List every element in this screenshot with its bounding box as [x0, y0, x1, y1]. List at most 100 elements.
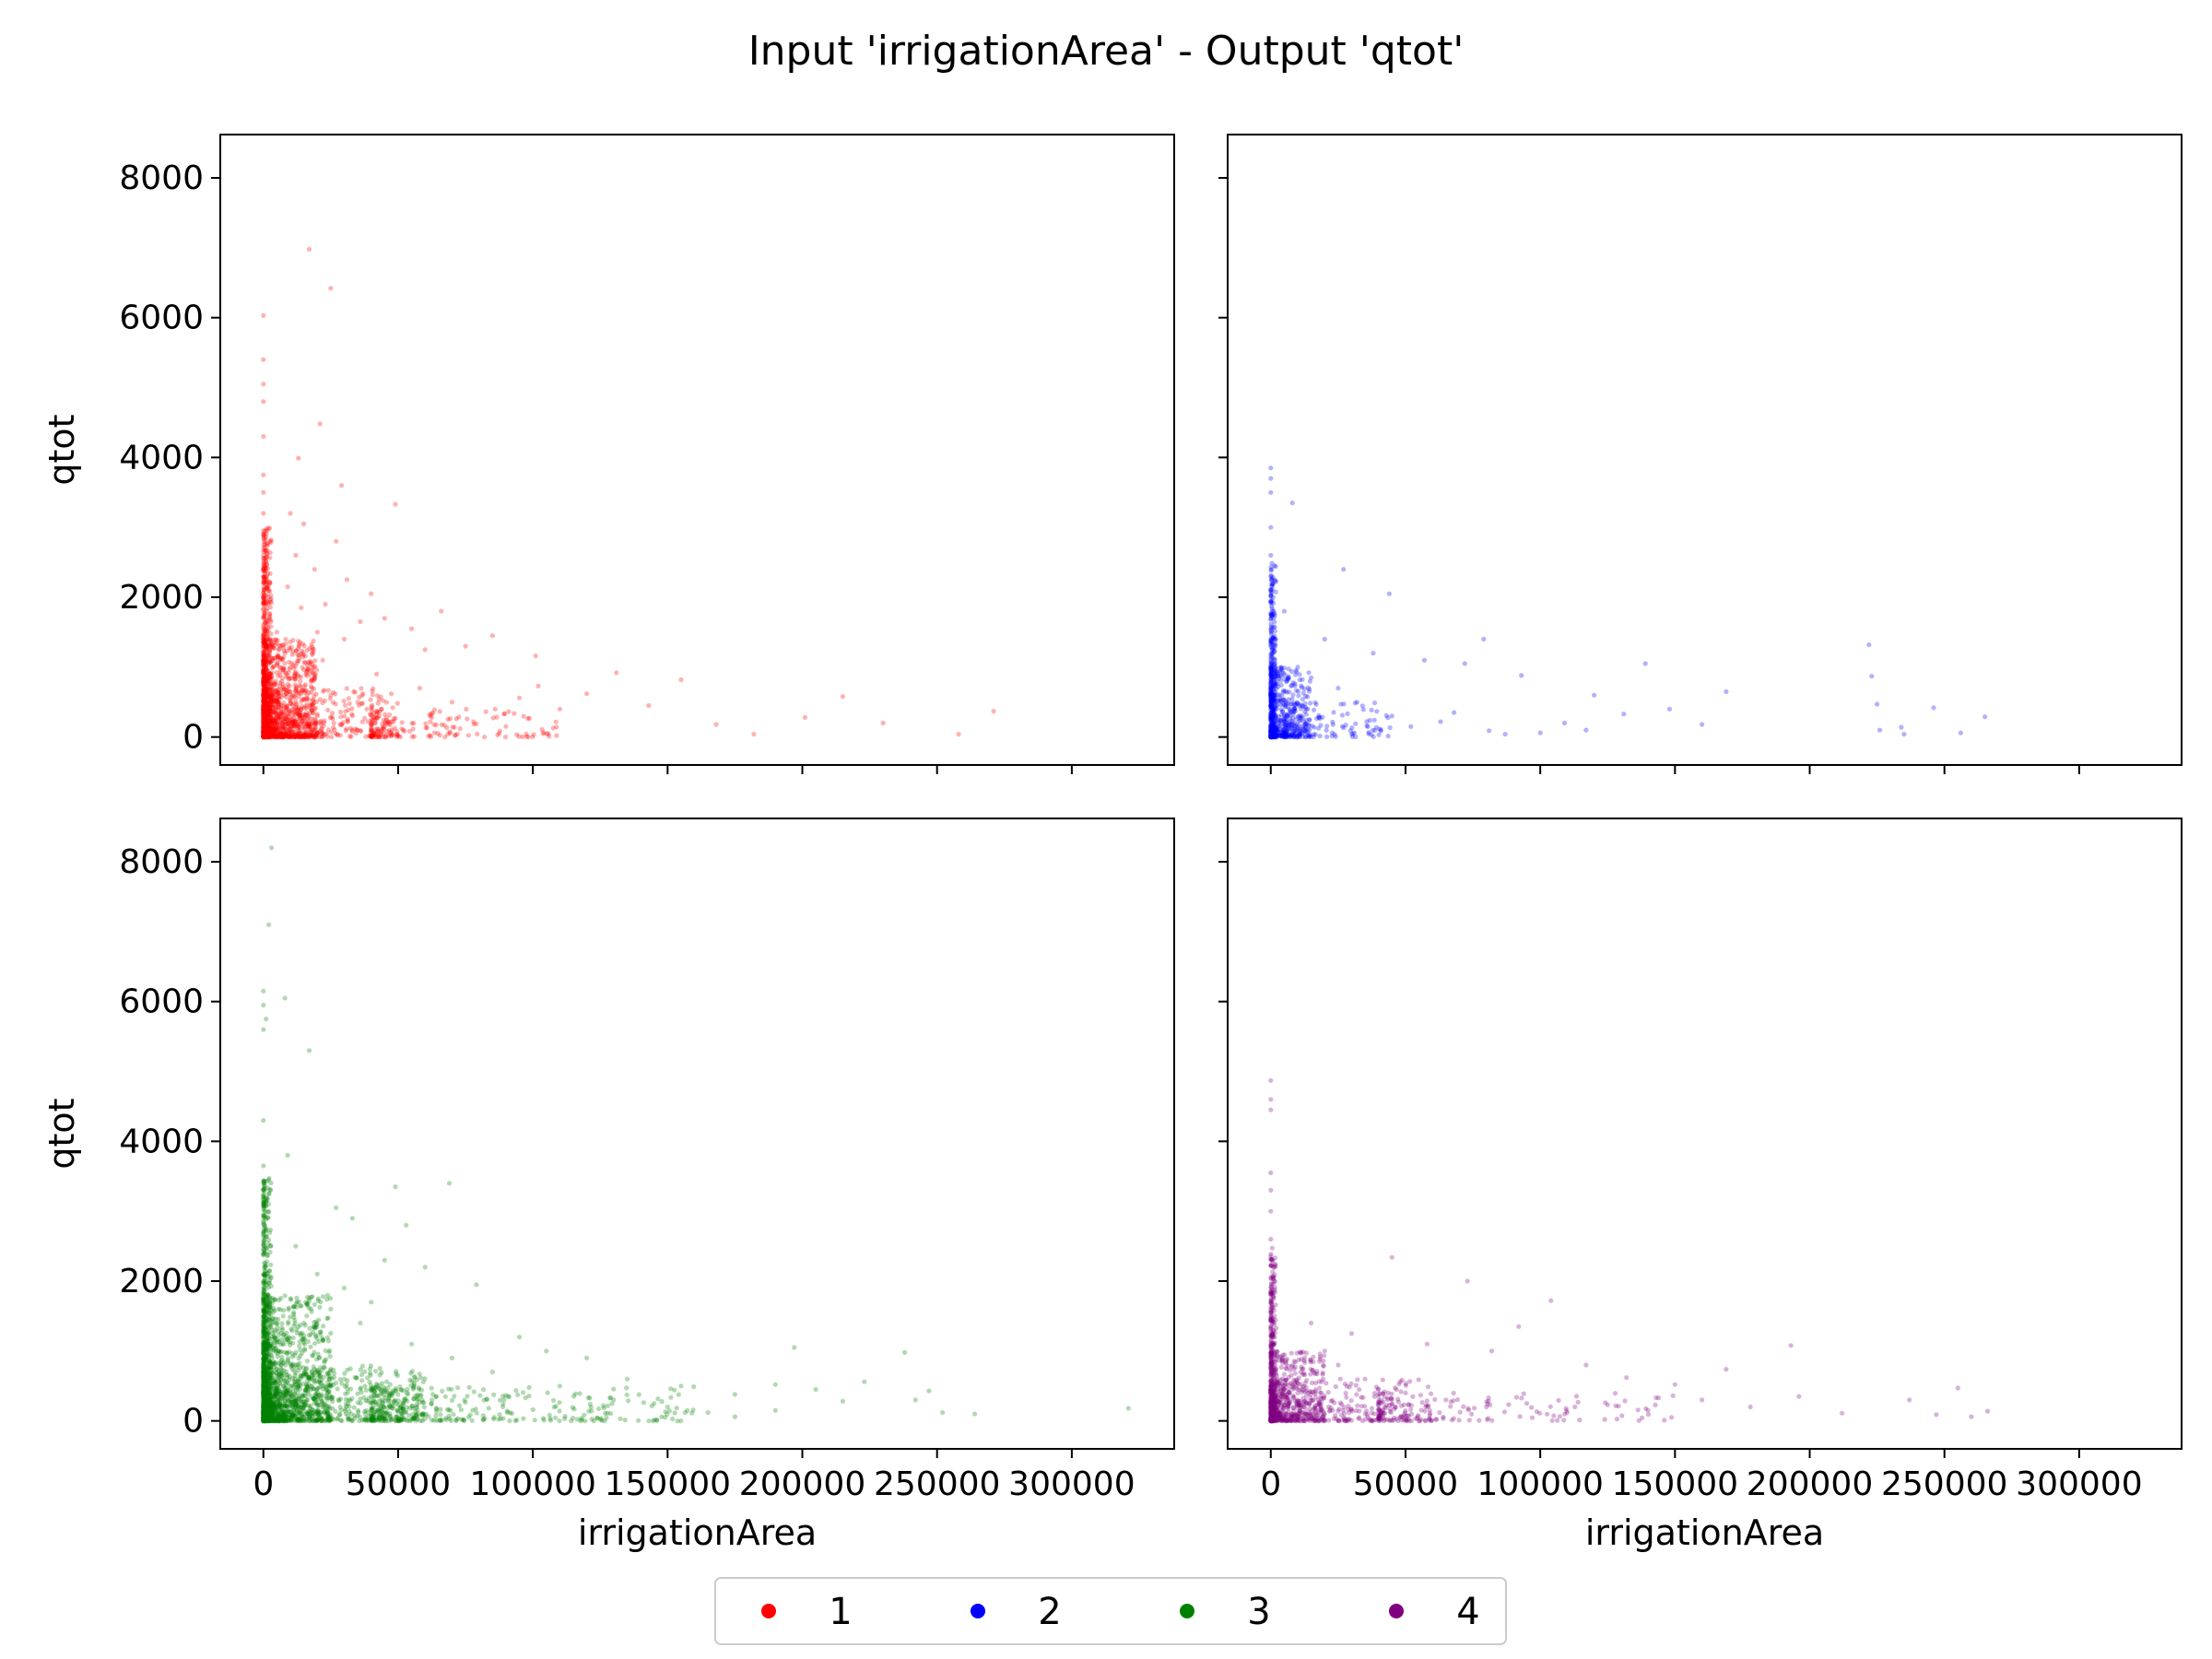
scatter-point [261, 600, 266, 606]
scatter-point [261, 548, 266, 555]
scatter-point [1300, 697, 1306, 702]
scatter-point [261, 615, 266, 620]
scatter-point [279, 1354, 285, 1359]
scatter-point [261, 709, 266, 714]
scatter-point [265, 720, 270, 725]
scatter-point [1270, 635, 1276, 641]
scatter-point [261, 693, 266, 699]
scatter-point [1268, 617, 1274, 622]
scatter-point [268, 1242, 274, 1249]
scatter-point [1290, 692, 1296, 698]
scatter-point [294, 1295, 300, 1300]
scatter-point [359, 700, 365, 706]
y-axis-label: qtot [41, 414, 82, 485]
scatter-point [261, 568, 266, 573]
scatter-point [320, 1294, 326, 1300]
scatter-point [261, 662, 266, 667]
scatter-point [261, 1357, 266, 1362]
scatter-point [353, 730, 359, 736]
scatter-point [269, 695, 276, 700]
scatter-point [264, 1234, 269, 1240]
scatter-point [312, 676, 318, 681]
scatter-point [265, 585, 270, 591]
scatter-point [1283, 719, 1288, 724]
scatter-point [261, 670, 266, 676]
scatter-point [261, 727, 266, 733]
scatter-point [265, 653, 270, 658]
scatter-point [261, 658, 266, 664]
scatter-point [261, 688, 267, 693]
scatter-point [312, 1349, 317, 1355]
scatter-point [262, 637, 267, 642]
scatter-point [320, 731, 325, 736]
scatter-point [261, 732, 266, 737]
scatter-point [1268, 524, 1274, 530]
scatter-point [310, 652, 315, 657]
scatter-point [282, 651, 288, 656]
scatter-point [263, 725, 268, 731]
scatter-point [428, 713, 433, 719]
scatter-point [261, 678, 266, 684]
scatter-point [1286, 666, 1291, 672]
scatter-point [266, 726, 273, 732]
scatter-point [1281, 688, 1287, 694]
scatter-point [262, 734, 267, 739]
scatter-point [267, 538, 273, 544]
scatter-point [267, 712, 273, 718]
scatter-point [268, 694, 274, 700]
scatter-point [264, 631, 270, 637]
scatter-point [265, 708, 271, 713]
scatter-point [268, 681, 274, 687]
scatter-point [502, 735, 509, 740]
scatter-point [352, 689, 358, 695]
scatter-point [521, 713, 526, 719]
scatter-point [331, 720, 336, 726]
scatter-point [264, 724, 269, 730]
scatter-point [264, 692, 270, 698]
scatter-points-1 [261, 246, 996, 740]
scatter-point [1268, 489, 1274, 495]
scatter-point [328, 1331, 334, 1336]
scatter-point [267, 733, 273, 739]
scatter-point [394, 1372, 400, 1379]
scatter-point [265, 725, 271, 731]
scatter-point [261, 581, 266, 586]
scatter-point [265, 618, 270, 625]
scatter-point [264, 554, 269, 559]
scatter-point [263, 601, 269, 606]
scatter-point [263, 734, 268, 739]
scatter-point [535, 683, 541, 688]
scatter-point [261, 698, 266, 704]
scatter-point [352, 726, 358, 732]
scatter-point [1367, 717, 1372, 724]
scatter-point [464, 706, 469, 712]
scatter-point [262, 678, 268, 684]
scatter-point [267, 611, 273, 617]
scatter-point [266, 734, 272, 740]
scatter-point [262, 700, 267, 706]
scatter-point [262, 587, 267, 593]
scatter-point [266, 616, 272, 621]
scatter-point [267, 708, 273, 714]
scatter-point [264, 532, 269, 537]
scatter-point [431, 722, 437, 727]
scatter-point [291, 1303, 297, 1310]
scatter-point [265, 700, 270, 705]
scatter-point [264, 608, 269, 614]
scatter-point [1297, 672, 1302, 677]
scatter-point [312, 1301, 317, 1307]
scatter-point [265, 711, 271, 717]
scatter-point [1310, 724, 1315, 729]
scatter-point [261, 668, 266, 675]
scatter-point [261, 594, 266, 600]
scatter-point [261, 399, 266, 405]
scatter-point [263, 629, 268, 634]
scatter-point [422, 647, 428, 653]
scatter-point [267, 571, 273, 576]
scatter-point [1365, 724, 1371, 730]
scatter-point [263, 619, 268, 626]
scatter-point [267, 555, 273, 560]
scatter-point [263, 574, 269, 580]
scatter-point [261, 735, 266, 740]
